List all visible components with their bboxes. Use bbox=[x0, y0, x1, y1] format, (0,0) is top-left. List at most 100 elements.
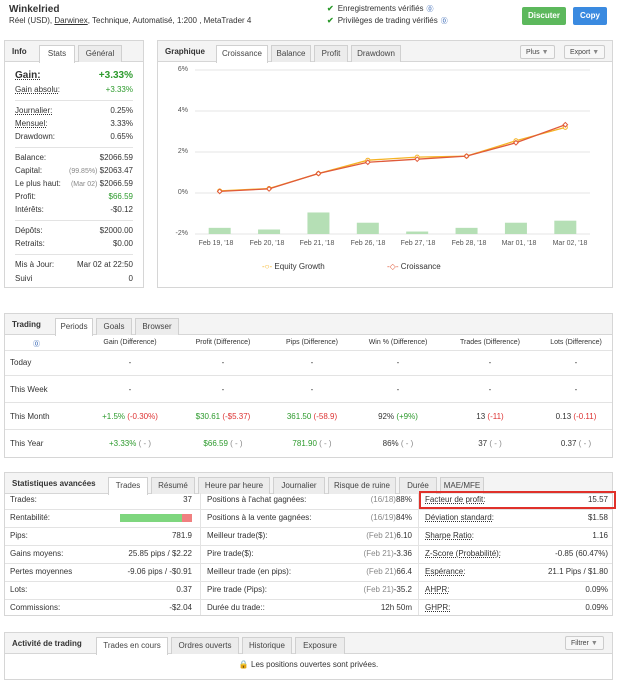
tab-profit[interactable]: Profit bbox=[314, 45, 348, 62]
drawdown-label: Drawdown: bbox=[15, 132, 56, 141]
data-point[interactable] bbox=[562, 121, 569, 128]
filter-label: Filtrer bbox=[571, 640, 589, 647]
profit-difference: ( - ) bbox=[227, 439, 243, 448]
tab-periods[interactable]: Periods bbox=[55, 318, 93, 336]
tab-open-trades[interactable]: Trades en cours bbox=[96, 637, 168, 655]
abs-gain-value: +3.33% bbox=[105, 85, 133, 94]
lots-difference: ( - ) bbox=[576, 439, 592, 448]
growth-chart bbox=[195, 69, 590, 235]
help-icon[interactable]: ⓪ bbox=[440, 18, 448, 25]
cell-trades: 13 (-11) bbox=[448, 412, 532, 421]
y-tick: 4% bbox=[177, 107, 188, 114]
data-point[interactable] bbox=[414, 156, 421, 163]
gain-row: Gain: +3.33% bbox=[15, 70, 133, 84]
tab-growth[interactable]: Croissance bbox=[216, 45, 268, 63]
tab-risk-of-ruin[interactable]: Risque de ruine bbox=[328, 477, 396, 494]
copy-button[interactable]: Copy bbox=[573, 7, 607, 25]
stat-number: 6.10 bbox=[396, 531, 412, 540]
filter-button[interactable]: Filtrer ▼ bbox=[565, 636, 604, 650]
help-icon[interactable]: ⓪ bbox=[33, 341, 40, 348]
profit-value: $66.59 bbox=[108, 192, 133, 201]
tab-summary[interactable]: Résumé bbox=[151, 477, 195, 494]
stat-value: 12h 50m bbox=[320, 603, 412, 612]
broker-link[interactable]: Darwinex bbox=[54, 16, 88, 25]
tab-drawdown[interactable]: Drawdown bbox=[351, 45, 401, 62]
profitability-loss bbox=[182, 514, 192, 522]
trades-value: 37 bbox=[478, 439, 488, 448]
gain-value: +3.33% bbox=[108, 439, 137, 448]
cell-gain: - bbox=[90, 385, 170, 394]
legend-croissance[interactable]: -◇- Croissance bbox=[387, 262, 441, 271]
updated-value: Mar 02 at 22:50 bbox=[76, 260, 133, 269]
divider bbox=[200, 493, 201, 615]
updated-label: Mis à Jour: bbox=[15, 260, 55, 269]
x-tick: Feb 26, '18 bbox=[350, 240, 386, 247]
divider bbox=[5, 563, 612, 564]
divider bbox=[15, 100, 133, 101]
data-point[interactable] bbox=[266, 185, 273, 192]
highest-label: Le plus haut: bbox=[15, 179, 61, 188]
chevron-down-icon: ▼ bbox=[541, 49, 549, 56]
data-point[interactable] bbox=[512, 139, 519, 146]
data-point[interactable] bbox=[216, 188, 223, 195]
export-button[interactable]: Export ▼ bbox=[564, 45, 606, 59]
tab-hourly[interactable]: Heure par heure bbox=[198, 477, 270, 494]
stat-value: -$2.04 bbox=[169, 603, 192, 612]
divider bbox=[15, 254, 133, 255]
profit-label: Profit: bbox=[15, 192, 36, 201]
x-tick: Mar 02, '18 bbox=[552, 240, 588, 247]
equity-value: $2063.47 bbox=[99, 166, 133, 175]
stat-label: Positions à la vente gagnées: bbox=[207, 513, 312, 522]
tab-duration[interactable]: Durée bbox=[399, 477, 437, 494]
discuss-button[interactable]: Discuter bbox=[522, 7, 566, 25]
tab-goals[interactable]: Goals bbox=[96, 318, 132, 335]
tab-exposure[interactable]: Exposure bbox=[295, 637, 345, 654]
col-profit: Profit (Difference) bbox=[195, 339, 251, 346]
tab-stats[interactable]: Stats bbox=[39, 45, 75, 63]
daily-bar bbox=[307, 212, 330, 234]
check-icon: ✔ bbox=[327, 16, 334, 25]
cell-win: 92% (+9%) bbox=[358, 412, 438, 421]
row-label: Today bbox=[10, 358, 32, 367]
trading-title: Trading bbox=[12, 320, 41, 329]
tab-balance[interactable]: Balance bbox=[271, 45, 311, 62]
stat-label: Commissions: bbox=[10, 603, 61, 612]
account-details: , Technique, Automatisé, 1:200 , MetaTra… bbox=[87, 16, 252, 25]
daily-bar bbox=[504, 222, 527, 234]
data-point[interactable] bbox=[364, 159, 371, 166]
drawdown-row: Drawdown: 0.65% bbox=[15, 132, 133, 144]
legend-marker-icon: -○- bbox=[262, 262, 273, 271]
gain-label: Gain: bbox=[15, 70, 41, 81]
help-icon[interactable]: ⓪ bbox=[426, 6, 434, 13]
tab-daily[interactable]: Journalier bbox=[273, 477, 325, 494]
win-value: 86% bbox=[382, 439, 399, 448]
daily-bar bbox=[406, 231, 429, 234]
y-tick: 2% bbox=[177, 148, 188, 155]
stat-label: Sharpe Ratio: bbox=[425, 531, 474, 540]
tab-open-orders[interactable]: Ordres ouverts bbox=[171, 637, 239, 654]
daily-bar bbox=[455, 227, 478, 234]
verified-records-label: Enregistrements vérifiés bbox=[337, 4, 424, 13]
highest-row: Le plus haut: (Mar 02) $2066.59 bbox=[15, 179, 133, 191]
withdrawals-row: Retraits: $0.00 bbox=[15, 239, 133, 251]
stat-value: 0.09% bbox=[585, 603, 608, 612]
tab-info[interactable]: Info bbox=[12, 47, 27, 56]
abs-gain-label: Gain absolu: bbox=[15, 85, 60, 94]
profitability-bar bbox=[120, 514, 192, 522]
tab-general[interactable]: Général bbox=[78, 45, 122, 62]
tab-browser[interactable]: Browser bbox=[135, 318, 179, 335]
stat-value: (Feb 21)-35.2 bbox=[320, 585, 412, 594]
cell-lots: - bbox=[536, 385, 616, 394]
tab-trades[interactable]: Trades bbox=[108, 477, 148, 495]
daily-label: Journalier: bbox=[15, 106, 53, 115]
account-info: Réel (USD), Darwinex, Technique, Automat… bbox=[9, 16, 251, 25]
more-button[interactable]: Plus ▼ bbox=[520, 45, 555, 59]
data-point[interactable] bbox=[463, 153, 470, 160]
account-type: Réel (USD), bbox=[9, 16, 53, 25]
tab-history[interactable]: Historique bbox=[242, 637, 292, 654]
lots-value: 0.37 bbox=[560, 439, 577, 448]
data-point[interactable] bbox=[315, 170, 322, 177]
legend-equity-growth[interactable]: -○- Equity Growth bbox=[262, 262, 325, 271]
tab-mae-mfe[interactable]: MAE/MFE bbox=[440, 477, 484, 494]
gain-value: +1.5% bbox=[102, 412, 125, 421]
